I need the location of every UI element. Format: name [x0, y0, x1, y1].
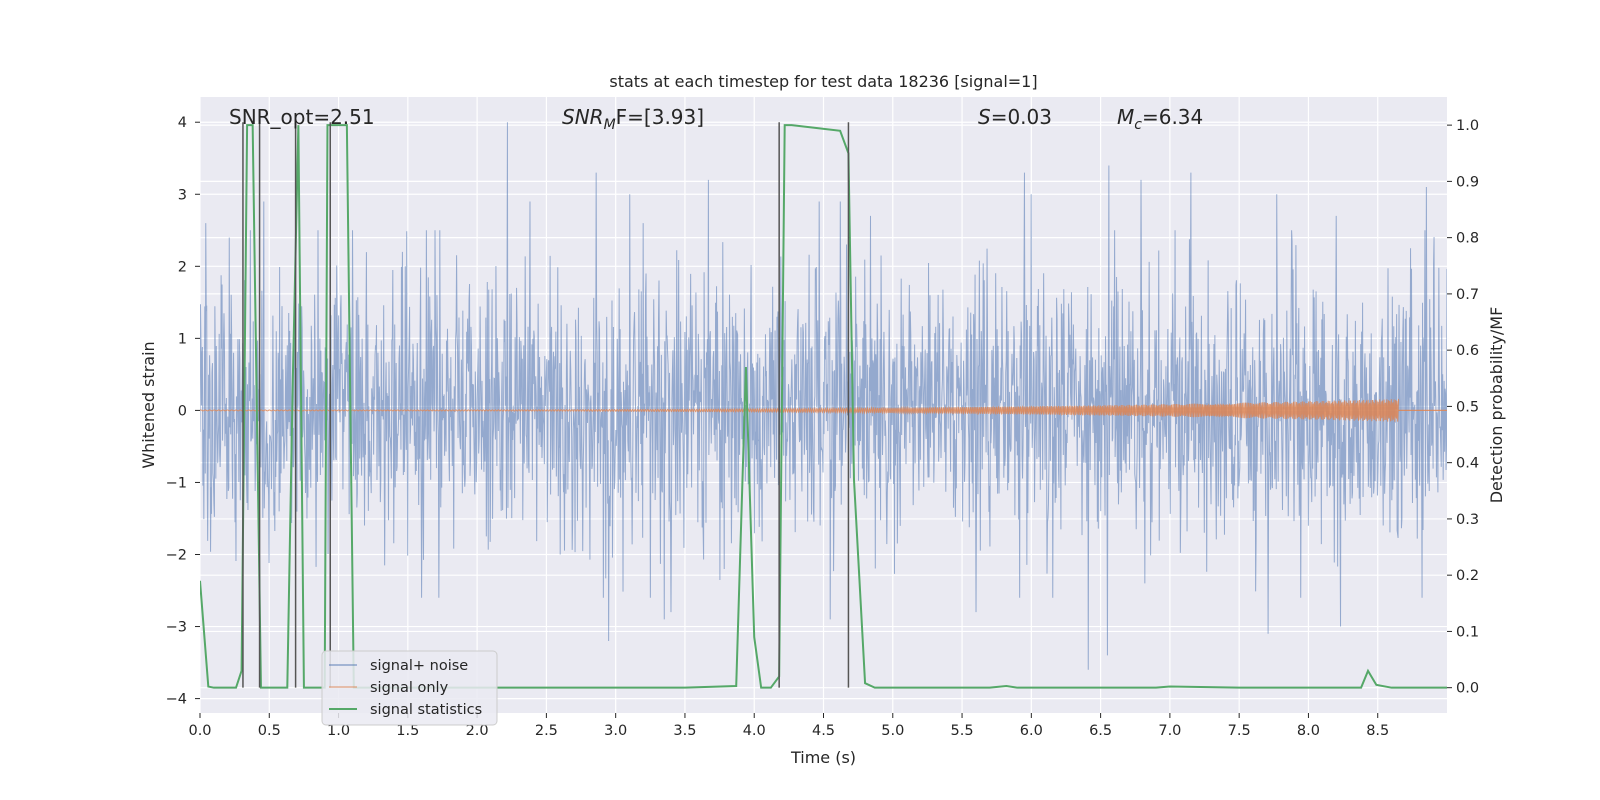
- x-tick-label: 1.0: [327, 723, 350, 739]
- y-tick-label-right: 0.9: [1456, 174, 1479, 190]
- x-tick-label: 8.0: [1297, 723, 1320, 739]
- x-tick-label: 7.0: [1158, 723, 1181, 739]
- y-tick-label-left: 1: [178, 331, 187, 347]
- x-tick-label: 1.5: [396, 723, 419, 739]
- x-tick-label: 4.5: [812, 723, 835, 739]
- x-tick-label: 5.5: [951, 723, 974, 739]
- y-tick-label-right: 0.4: [1456, 456, 1479, 472]
- series-signal-statistics-line: [200, 124, 1447, 689]
- y-tick-label-right: 0.8: [1456, 231, 1479, 247]
- y-tick-label-right: 1.0: [1456, 118, 1479, 134]
- y-tick-label-left: 3: [178, 187, 187, 203]
- series-layer: [200, 122, 1447, 689]
- x-tick-label: 0.0: [188, 723, 211, 739]
- annotation-snr-opt: SNR_opt=2.51: [229, 105, 375, 129]
- y-tick-label-right: 0.6: [1456, 343, 1479, 359]
- legend-box: [321, 650, 498, 726]
- x-tick-label: 5.0: [881, 723, 904, 739]
- x-tick-label: 3.0: [604, 723, 627, 739]
- series-signal-noise-line: [200, 122, 1447, 670]
- x-tick-label: 7.5: [1228, 723, 1251, 739]
- x-tick-label: 0.5: [258, 723, 281, 739]
- x-tick-label: 3.5: [673, 723, 696, 739]
- y-tick-label-right: 0.2: [1456, 568, 1479, 584]
- y-tick-label-right: 0.7: [1456, 287, 1479, 303]
- y-tick-label-left: 2: [178, 259, 187, 275]
- y-tick-label-right: 0.1: [1456, 624, 1479, 640]
- y-tick-label-right: 0.3: [1456, 512, 1479, 528]
- x-tick-label: 2.0: [466, 723, 489, 739]
- chart-title: stats at each timestep for test data 182…: [609, 72, 1037, 91]
- y-tick-label-left: −4: [166, 692, 187, 708]
- legend-label: signal only: [370, 680, 449, 696]
- y-tick-label-right: 0.0: [1456, 681, 1479, 697]
- y-tick-label-left: −3: [166, 620, 187, 636]
- x-axis-label: Time (s): [790, 748, 856, 767]
- legend-label: signal+ noise: [370, 658, 468, 674]
- annotation-mc: Mc=6.34: [1117, 105, 1203, 133]
- ticks: 0.0 0.5 1.0 1.5 2.0 2.5 3.0 3.5 4.0 4.5 5.0 5.5 6.0 6…: [166, 115, 1479, 739]
- annotation-s: S=0.03: [978, 105, 1052, 129]
- y-axis-label-right: Detection probability/MF: [1487, 307, 1506, 504]
- y-tick-label-right: 0.5: [1456, 399, 1479, 415]
- legend-label: signal statistics: [370, 702, 482, 718]
- legend: signal+ noise signal only signal statistic…: [321, 650, 498, 726]
- x-tick-label: 2.5: [535, 723, 558, 739]
- x-tick-label: 8.5: [1366, 723, 1389, 739]
- y-tick-label-left: −2: [166, 547, 187, 563]
- vertical-markers: [242, 122, 850, 688]
- annotations: SNR_opt=2.51 SNRMF=[3.93] S=0.03 Mc=6.34: [229, 105, 1203, 133]
- y-tick-label-left: −1: [166, 475, 187, 491]
- series-signal-only-line: [200, 398, 1400, 422]
- annotation-snr-mf: SNRMF=[3.93]: [562, 105, 704, 133]
- y-tick-label-left: 4: [178, 115, 187, 131]
- x-tick-label: 6.0: [1020, 723, 1043, 739]
- y-tick-label-left: 0: [178, 403, 187, 419]
- x-tick-label: 4.0: [743, 723, 766, 739]
- y-axis-label-left: Whitened strain: [139, 341, 158, 468]
- x-tick-label: 6.5: [1089, 723, 1112, 739]
